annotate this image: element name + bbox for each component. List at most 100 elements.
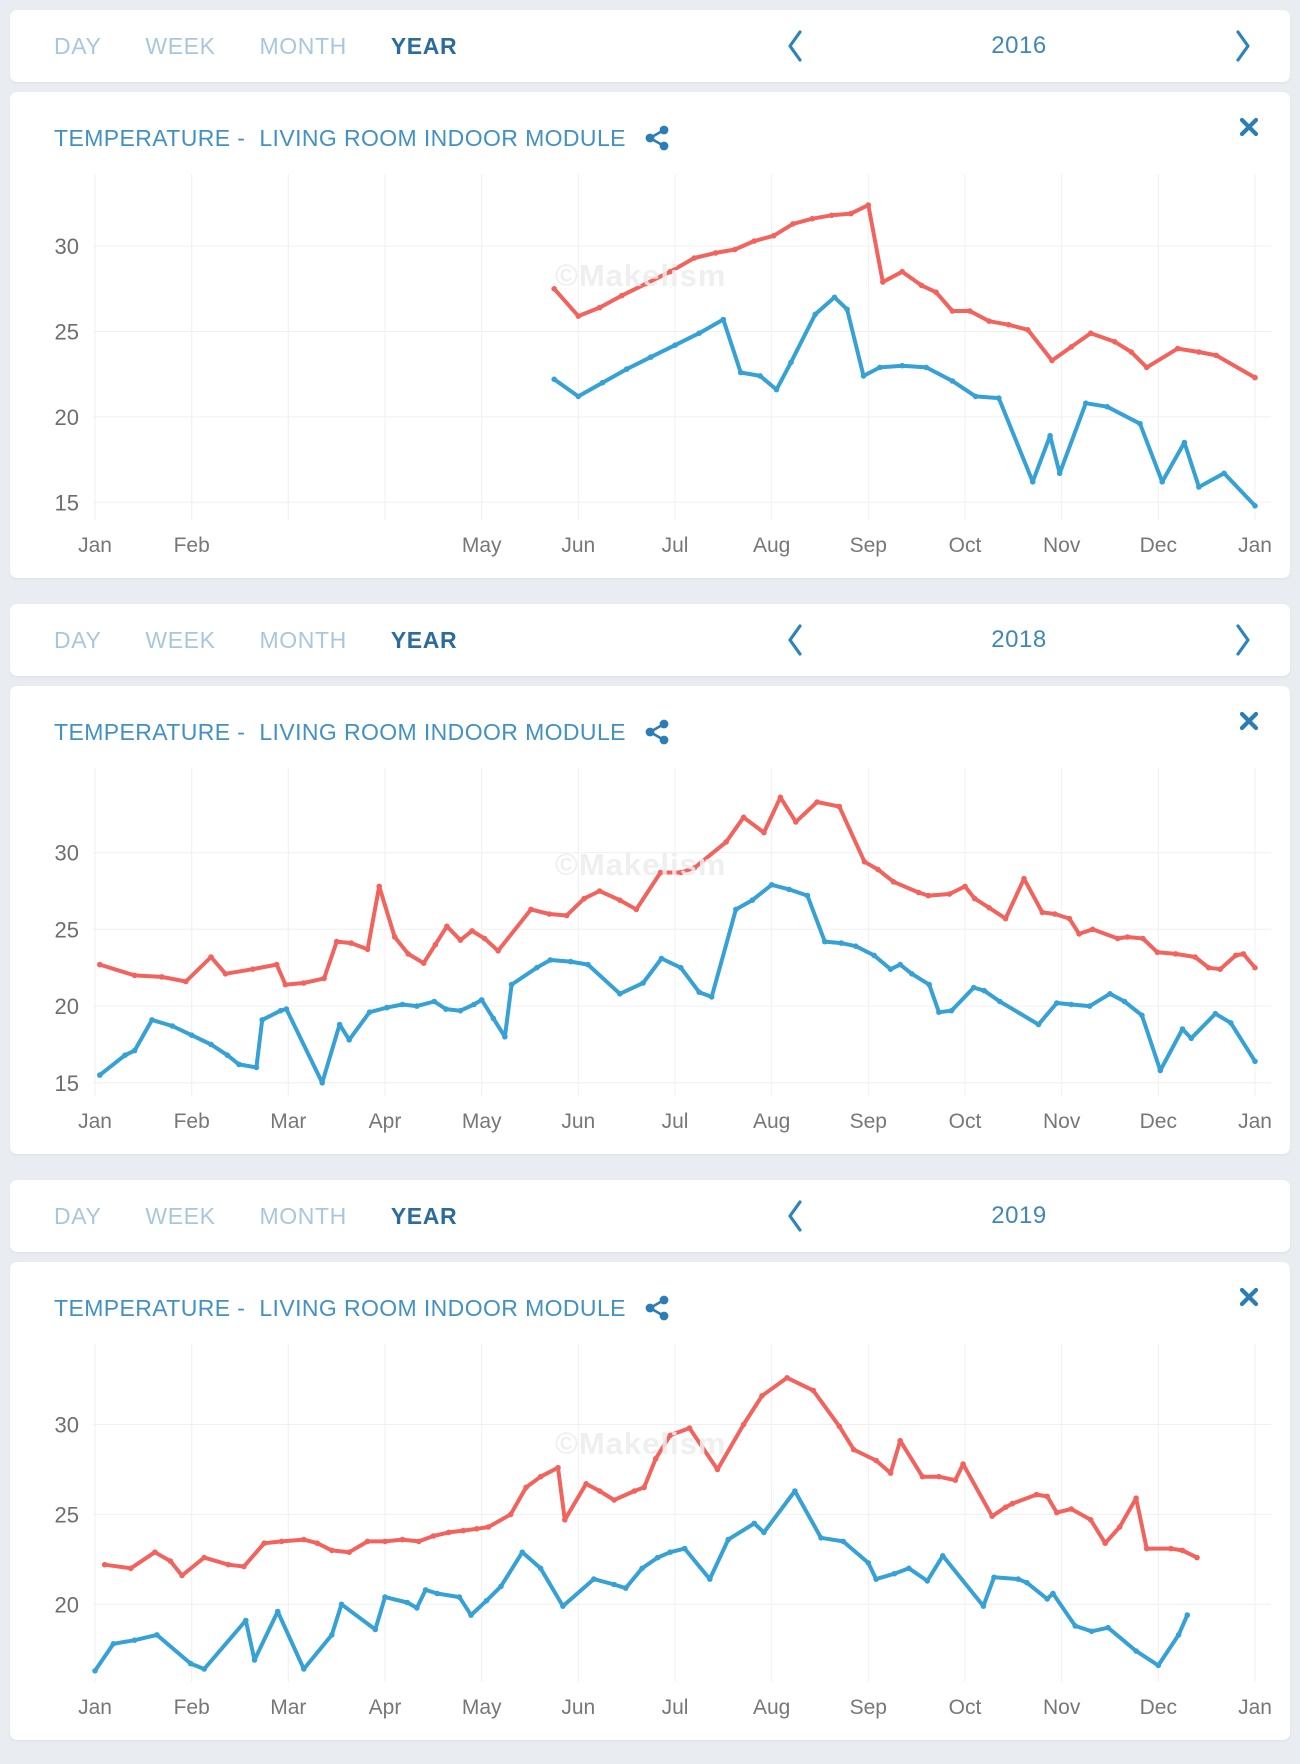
data-point bbox=[277, 1007, 284, 1014]
tab-week[interactable]: WEEK bbox=[145, 32, 216, 59]
temperature-high-line bbox=[97, 795, 1257, 987]
data-point bbox=[167, 1558, 174, 1564]
data-point bbox=[853, 943, 859, 949]
data-point bbox=[457, 937, 464, 943]
data-point bbox=[848, 210, 854, 217]
next-year-button[interactable] bbox=[1232, 28, 1254, 64]
data-point bbox=[1044, 1596, 1050, 1602]
tab-day[interactable]: DAY bbox=[54, 32, 102, 59]
data-point bbox=[596, 1488, 603, 1494]
tab-week[interactable]: WEEK bbox=[145, 626, 216, 653]
tab-month[interactable]: MONTH bbox=[259, 626, 347, 653]
data-point bbox=[633, 906, 640, 913]
data-point bbox=[301, 1666, 307, 1672]
data-point bbox=[422, 1587, 429, 1593]
data-point bbox=[460, 1527, 467, 1534]
data-point bbox=[643, 280, 649, 287]
tab-year[interactable]: YEAR bbox=[390, 626, 458, 653]
data-point bbox=[431, 998, 438, 1005]
data-point bbox=[1104, 403, 1110, 410]
data-point bbox=[681, 1545, 688, 1552]
tab-day[interactable]: DAY bbox=[54, 626, 102, 653]
data-point bbox=[1137, 420, 1143, 427]
data-point bbox=[759, 1393, 765, 1399]
data-point bbox=[319, 1080, 326, 1086]
data-point bbox=[222, 971, 229, 977]
data-point bbox=[1181, 439, 1188, 446]
tab-month[interactable]: MONTH bbox=[259, 32, 347, 59]
data-point bbox=[314, 1540, 321, 1546]
data-point bbox=[1252, 964, 1258, 971]
data-point bbox=[792, 1488, 798, 1494]
data-point bbox=[949, 308, 956, 314]
data-point bbox=[183, 978, 189, 985]
data-point bbox=[1196, 484, 1202, 490]
data-point bbox=[430, 1533, 437, 1539]
tab-month[interactable]: MONTH bbox=[259, 1202, 347, 1229]
data-point bbox=[537, 1473, 544, 1480]
share-icon bbox=[645, 719, 669, 745]
data-point bbox=[657, 869, 664, 876]
prev-year-button[interactable] bbox=[784, 622, 806, 658]
temperature-high-line bbox=[102, 1375, 1199, 1578]
data-point bbox=[329, 1547, 335, 1554]
data-point bbox=[563, 912, 570, 919]
data-point bbox=[1107, 991, 1113, 997]
share-button[interactable] bbox=[644, 1294, 670, 1322]
data-point bbox=[282, 981, 289, 988]
share-button[interactable] bbox=[644, 124, 670, 152]
prev-year-button[interactable] bbox=[784, 28, 806, 64]
data-point bbox=[1205, 964, 1212, 971]
data-point bbox=[860, 373, 867, 379]
x-axis-tick: Sep bbox=[850, 1696, 887, 1719]
data-point bbox=[596, 304, 603, 311]
data-point bbox=[225, 1561, 232, 1568]
data-point bbox=[346, 1549, 353, 1555]
data-point bbox=[372, 1626, 379, 1633]
data-point bbox=[546, 911, 553, 917]
data-point bbox=[1252, 1058, 1258, 1065]
x-axis-tick: Feb bbox=[174, 1110, 210, 1133]
data-point bbox=[1133, 1648, 1139, 1654]
period-tabs: DAY WEEK MONTH YEAR bbox=[54, 1203, 457, 1230]
tab-year[interactable]: YEAR bbox=[390, 32, 458, 59]
data-point bbox=[873, 1576, 879, 1582]
data-point bbox=[940, 1553, 946, 1559]
data-point bbox=[814, 799, 820, 805]
data-point bbox=[1114, 935, 1121, 942]
data-point bbox=[997, 998, 1003, 1005]
close-button[interactable] bbox=[1238, 1286, 1260, 1308]
data-point bbox=[1121, 998, 1128, 1005]
data-point bbox=[338, 1601, 345, 1608]
next-year-button[interactable] bbox=[1232, 622, 1254, 658]
tab-week[interactable]: WEEK bbox=[145, 1202, 216, 1229]
prev-year-button[interactable] bbox=[784, 1198, 806, 1234]
data-point bbox=[1088, 1628, 1095, 1635]
data-point bbox=[585, 961, 591, 968]
data-point bbox=[639, 1565, 645, 1572]
data-point bbox=[761, 1529, 767, 1536]
chevron-left-icon bbox=[788, 1200, 802, 1232]
share-button[interactable] bbox=[644, 718, 670, 746]
tab-year[interactable]: YEAR bbox=[390, 1202, 458, 1229]
data-point bbox=[732, 246, 738, 253]
data-point bbox=[158, 974, 165, 980]
data-point bbox=[696, 330, 702, 336]
data-point bbox=[259, 1017, 265, 1023]
data-point bbox=[1068, 1506, 1075, 1512]
data-point bbox=[1155, 1662, 1162, 1669]
data-point bbox=[261, 1540, 267, 1546]
temperature-chart: 30 25 20 Jan Feb Mar Apr May Jun Jul Aug Sep Oct Nov D… bbox=[55, 1344, 1272, 1719]
close-button[interactable] bbox=[1238, 710, 1260, 732]
data-point bbox=[399, 1536, 406, 1543]
data-point bbox=[208, 1041, 214, 1048]
x-axis-tick: Aug bbox=[753, 1110, 790, 1133]
data-point bbox=[97, 1072, 103, 1078]
y-axis-tick: 20 bbox=[55, 1592, 79, 1617]
tab-day[interactable]: DAY bbox=[54, 1202, 102, 1229]
data-point bbox=[446, 1529, 452, 1536]
data-point bbox=[970, 984, 977, 991]
close-button[interactable] bbox=[1238, 116, 1260, 138]
data-point bbox=[432, 941, 439, 948]
data-point bbox=[346, 1037, 353, 1043]
